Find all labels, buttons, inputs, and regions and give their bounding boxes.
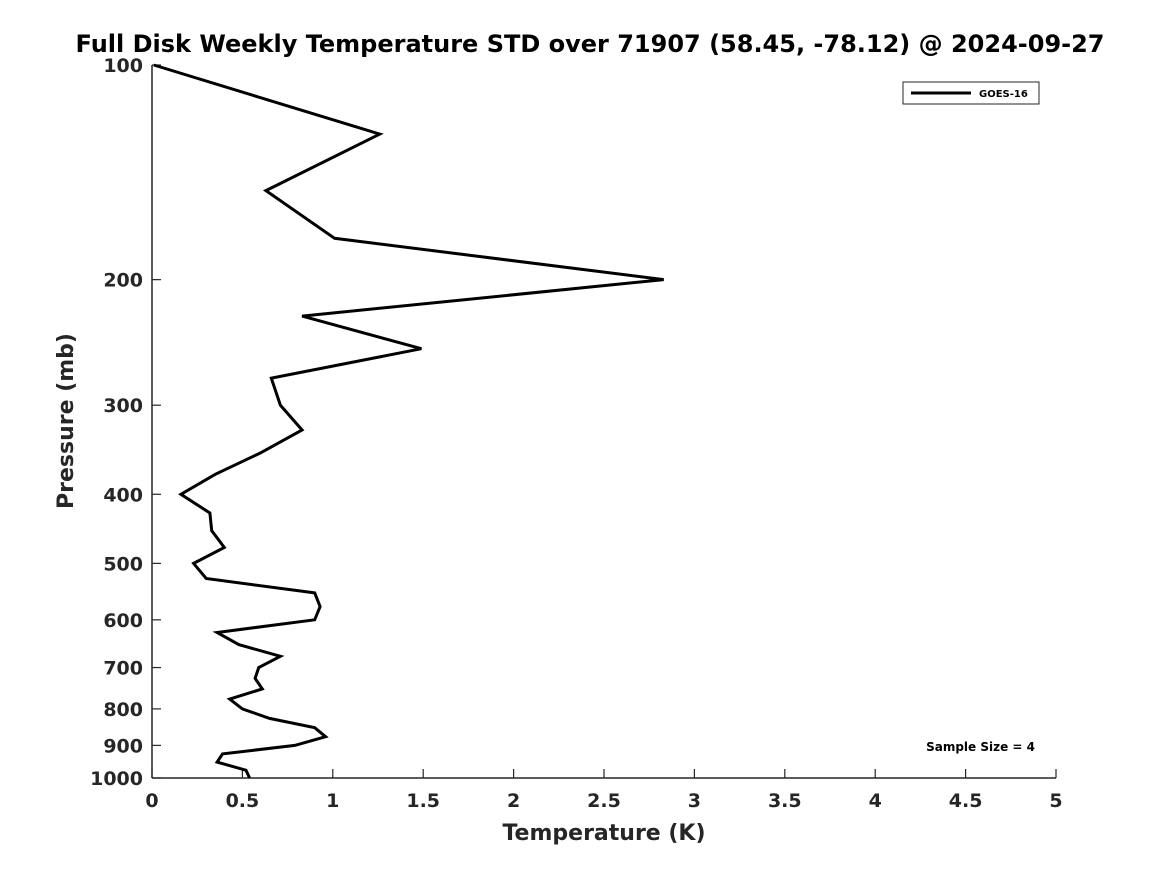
chart-title: Full Disk Weekly Temperature STD over 71… xyxy=(76,30,1105,58)
y-tick-label: 900 xyxy=(103,735,143,757)
x-tick-label: 0.5 xyxy=(226,790,260,812)
x-tick-label: 4 xyxy=(869,790,882,812)
y-tick-label: 800 xyxy=(103,699,143,721)
x-tick-label: 1.5 xyxy=(406,790,440,812)
legend: GOES-16 xyxy=(903,82,1039,104)
x-tick-label: 4.5 xyxy=(949,790,983,812)
y-tick-label: 700 xyxy=(103,658,143,680)
x-tick-label: 0 xyxy=(145,790,158,812)
y-axis-label: Pressure (mb) xyxy=(54,333,79,509)
y-tick-label: 100 xyxy=(103,55,143,77)
y-tick-label: 200 xyxy=(103,270,143,292)
x-tick-label: 3 xyxy=(688,790,701,812)
x-axis-label: Temperature (K) xyxy=(502,821,705,846)
legend-label-goes-16: GOES-16 xyxy=(979,89,1028,100)
sample-size-annotation: Sample Size = 4 xyxy=(926,740,1035,754)
y-tick-label: 600 xyxy=(103,610,143,632)
x-tick-label: 5 xyxy=(1049,790,1062,812)
y-tick-label: 1000 xyxy=(90,768,143,790)
x-tick-label: 1 xyxy=(326,790,339,812)
y-tick-label: 500 xyxy=(103,553,143,575)
x-tick-label: 3.5 xyxy=(768,790,802,812)
temperature-std-profile-chart: Full Disk Weekly Temperature STD over 71… xyxy=(0,0,1167,875)
y-tick-label: 300 xyxy=(103,395,143,417)
x-tick-label: 2.5 xyxy=(587,790,621,812)
y-tick-label: 400 xyxy=(103,484,143,506)
x-tick-label: 2 xyxy=(507,790,520,812)
